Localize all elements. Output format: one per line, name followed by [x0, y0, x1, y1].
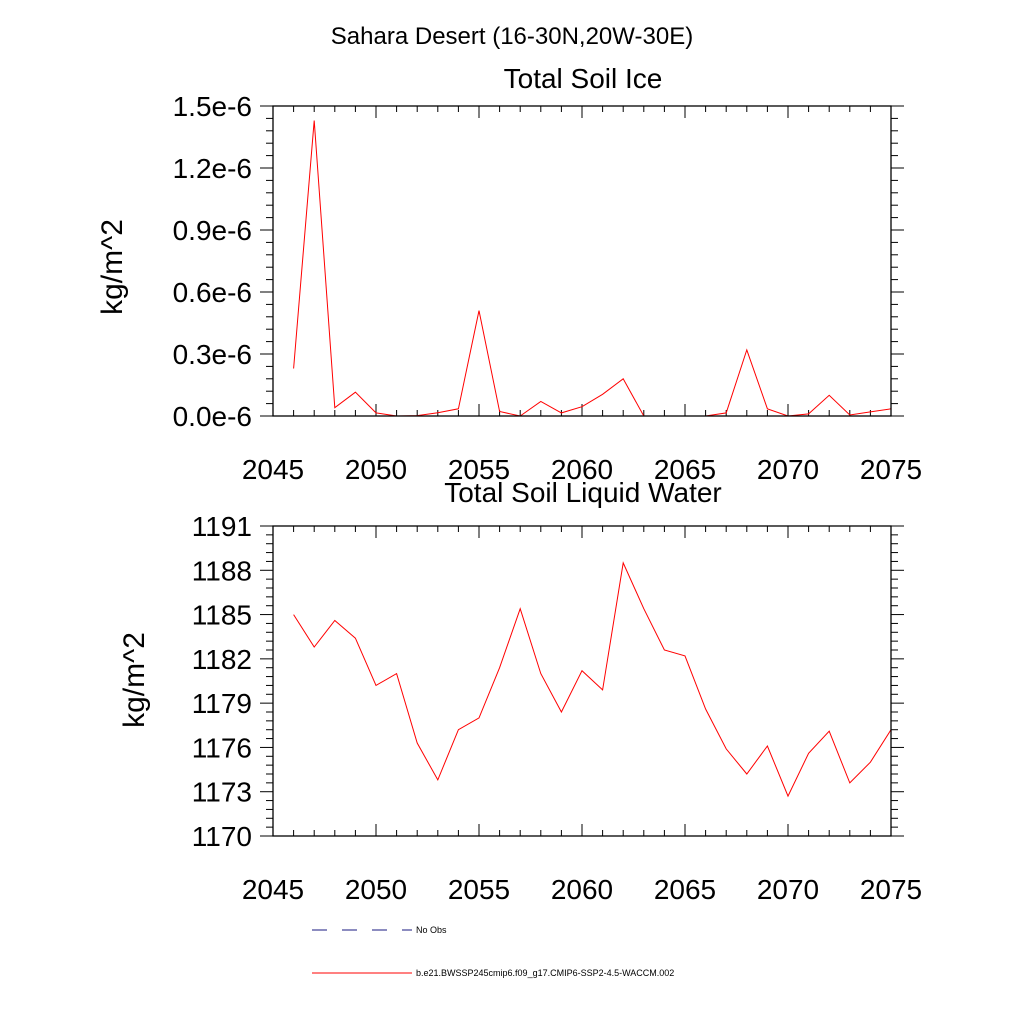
x-tick-label: 2050: [345, 454, 407, 485]
series-line-0: [293, 561, 892, 798]
series-line-0: [293, 120, 892, 417]
x-tick-label: 2075: [860, 874, 922, 905]
panel-title: Total Soil Liquid Water: [444, 477, 722, 508]
y-tick-label: 1170: [192, 821, 252, 852]
x-tick-label: 2045: [242, 874, 304, 905]
y-tick-label: 1185: [192, 600, 252, 631]
y-axis-label: kg/m^2: [96, 219, 129, 315]
x-tick-label: 2075: [860, 454, 922, 485]
legend-label-model: b.e21.BWSSP245cmip6.f09_g17.CMIP6-SSP2-4…: [416, 968, 674, 978]
figure-title: Sahara Desert (16-30N,20W-30E): [331, 23, 693, 50]
tick-labels: 2045 2050 2055 2060 2065 2070 2075 0.0e-6 0.3e-6…: [173, 91, 923, 485]
y-tick-label: 1.2e-6: [173, 153, 252, 184]
series-lines: [293, 561, 892, 798]
x-tick-label: 2060: [551, 874, 613, 905]
y-tick-label: 0.9e-6: [173, 215, 252, 246]
y-axis-label: kg/m^2: [118, 632, 151, 728]
y-tick-label: 1.5e-6: [173, 91, 252, 122]
panel-total-soil-ice: Total Soil Ice kg/m^2 2045 2050 2055 2060 20…: [96, 63, 922, 485]
x-tick-label: 2050: [345, 874, 407, 905]
y-tick-label: 1188: [192, 555, 252, 586]
x-tick-label: 2055: [448, 874, 510, 905]
axis-ticks: [260, 105, 904, 417]
x-tick-label: 2065: [654, 454, 716, 485]
series-lines: [293, 120, 892, 417]
x-tick-label: 2070: [757, 454, 819, 485]
x-tick-label: 2045: [242, 454, 304, 485]
plot-frame: [272, 525, 892, 837]
y-tick-label: 0.3e-6: [173, 339, 252, 370]
tick-labels: 2045 2050 2055 2060 2065 2070 2075 1170 1173 1176…: [192, 511, 922, 905]
y-tick-label: 0.6e-6: [173, 277, 252, 308]
y-tick-label: 1176: [192, 732, 252, 763]
legend: No Obs b.e21.BWSSP245cmip6.f09_g17.CMIP6…: [312, 925, 674, 978]
y-tick-label: 0.0e-6: [173, 401, 252, 432]
panel-title: Total Soil Ice: [504, 63, 663, 94]
axis-ticks: [260, 525, 904, 837]
legend-label-no-obs: No Obs: [416, 925, 447, 935]
x-tick-label: 2070: [757, 874, 819, 905]
y-tick-label: 1191: [192, 511, 252, 542]
panel-total-soil-liquid-water: Total Soil Liquid Water kg/m^2 2045 2050 2…: [118, 477, 922, 905]
plot-frame: [272, 105, 892, 417]
y-tick-label: 1182: [192, 644, 252, 675]
y-tick-label: 1179: [192, 688, 252, 719]
x-tick-label: 2055: [448, 454, 510, 485]
x-tick-label: 2065: [654, 874, 716, 905]
x-tick-label: 2060: [551, 454, 613, 485]
y-tick-label: 1173: [192, 777, 252, 808]
